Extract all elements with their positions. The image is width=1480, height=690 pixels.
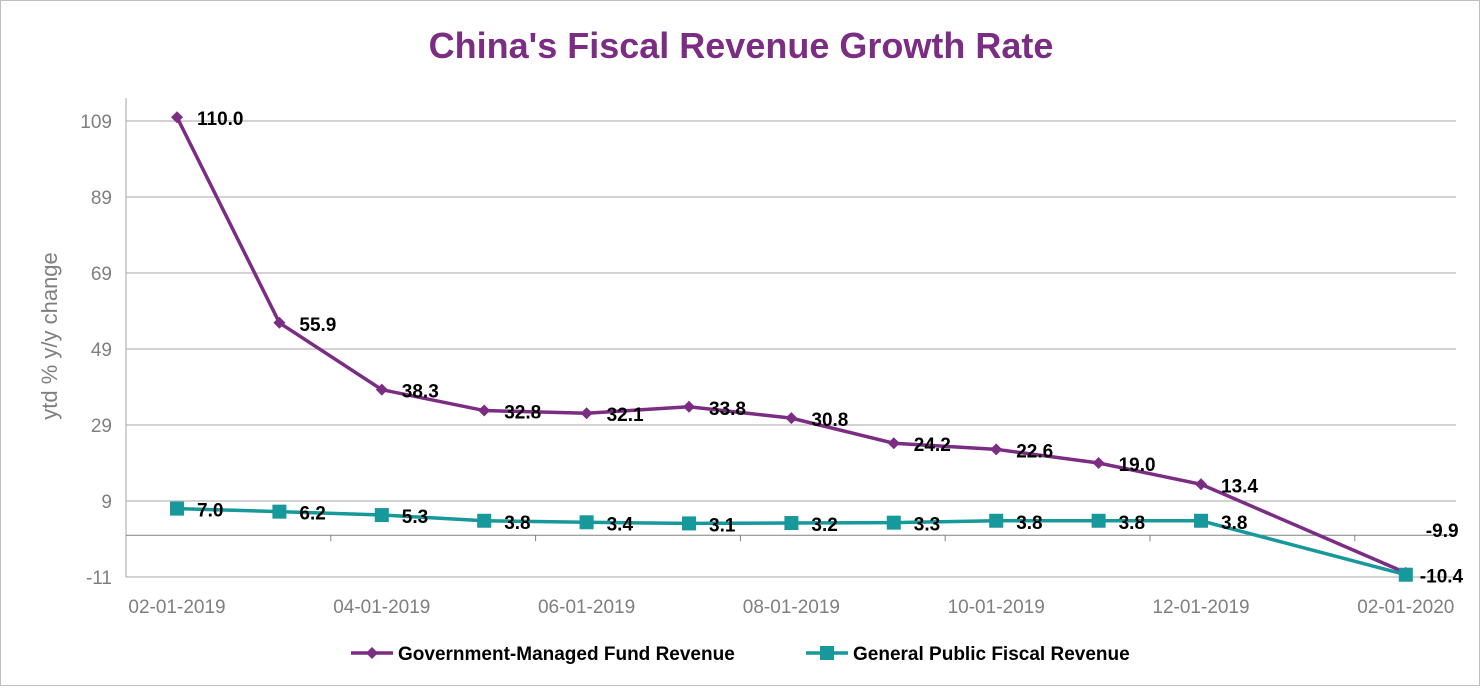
data-label: -10.4 (1420, 567, 1464, 588)
data-point-diamond (990, 443, 1003, 456)
data-label: -9.9 (1426, 521, 1459, 542)
legend-marker-diamond (366, 647, 378, 659)
data-label: 33.8 (709, 399, 746, 420)
data-label: 5.3 (402, 507, 428, 528)
chart-title: China's Fiscal Revenue Growth Rate (429, 25, 1054, 66)
data-label: 19.0 (1119, 455, 1156, 476)
data-label: 38.3 (402, 382, 439, 403)
data-label: 3.1 (709, 515, 736, 536)
data-point-diamond (478, 404, 491, 417)
y-tick-label: -11 (86, 568, 112, 589)
data-label: 3.4 (607, 514, 634, 535)
y-tick-label: 89 (91, 188, 112, 209)
data-point-square (374, 508, 389, 523)
data-label: 3.8 (1221, 513, 1247, 534)
data-point-diamond (785, 412, 798, 425)
y-tick-label: 49 (91, 340, 112, 361)
y-tick-label: 9 (101, 492, 112, 513)
data-point-square (477, 513, 492, 528)
data-label: 110.0 (197, 109, 244, 130)
legend-label: Government-Managed Fund Revenue (398, 644, 735, 665)
data-point-square (170, 501, 184, 516)
data-label: 13.4 (1221, 476, 1258, 497)
x-tick-label: 04-01-2019 (333, 597, 430, 618)
x-tick-label: 10-01-2019 (948, 597, 1045, 618)
data-point-diamond (273, 316, 286, 329)
data-point-diamond (1195, 478, 1207, 491)
legend: Government-Managed Fund Revenue General P… (351, 644, 1130, 665)
grid-group: 109 89 69 49 29 9 -11 02-01-2019 04-01-2019 06-01… (80, 98, 1456, 618)
data-label: 3.2 (811, 515, 837, 536)
data-label: 7.0 (197, 501, 223, 522)
data-label: 24.2 (914, 435, 951, 456)
data-label: 3.8 (1016, 513, 1042, 534)
series-line (175, 116, 1407, 575)
data-label: 22.6 (1016, 441, 1053, 462)
data-point-square (784, 516, 799, 531)
data-point-diamond (683, 400, 695, 413)
y-tick-label: 29 (91, 416, 112, 437)
data-point-diamond (580, 407, 593, 420)
data-point-square (272, 504, 287, 519)
x-tick-label: 06-01-2019 (538, 597, 635, 618)
data-point-diamond (375, 383, 388, 396)
data-label: 3.8 (1119, 513, 1145, 534)
data-point-square (682, 516, 696, 531)
data-point-diamond (171, 111, 183, 124)
series-group: 110.0 55.9 38.3 32.8 32.1 33.8 30.8 24.2 22.6 19.… (170, 109, 1464, 588)
data-label: 3.3 (914, 515, 940, 536)
x-tick-label: 12-01-2019 (1152, 597, 1249, 618)
x-tick-label: 02-01-2020 (1357, 597, 1454, 618)
y-tick-label: 69 (91, 264, 112, 285)
data-point-diamond (887, 437, 900, 450)
x-tick-label: 08-01-2019 (743, 597, 840, 618)
data-label: 32.1 (607, 405, 644, 426)
data-point-square (989, 513, 1004, 528)
y-tick-label: 109 (80, 112, 112, 133)
data-label: 6.2 (299, 504, 325, 525)
data-point-square (1091, 513, 1106, 528)
legend-marker-square (820, 646, 834, 660)
series-line (176, 506, 1407, 577)
legend-label: General Public Fiscal Revenue (853, 644, 1130, 665)
data-label: 55.9 (299, 315, 336, 336)
data-point-diamond (1092, 457, 1105, 469)
data-point-square (886, 515, 901, 530)
data-point-square (1194, 513, 1208, 528)
data-label: 32.8 (504, 403, 541, 424)
data-point-square (579, 515, 594, 530)
y-axis-label: ytd % y/y change (37, 252, 62, 420)
data-point-square (1398, 567, 1413, 582)
data-label: 30.8 (811, 410, 848, 431)
data-label: 3.8 (504, 513, 530, 534)
x-tick-label: 02-01-2019 (128, 597, 225, 618)
